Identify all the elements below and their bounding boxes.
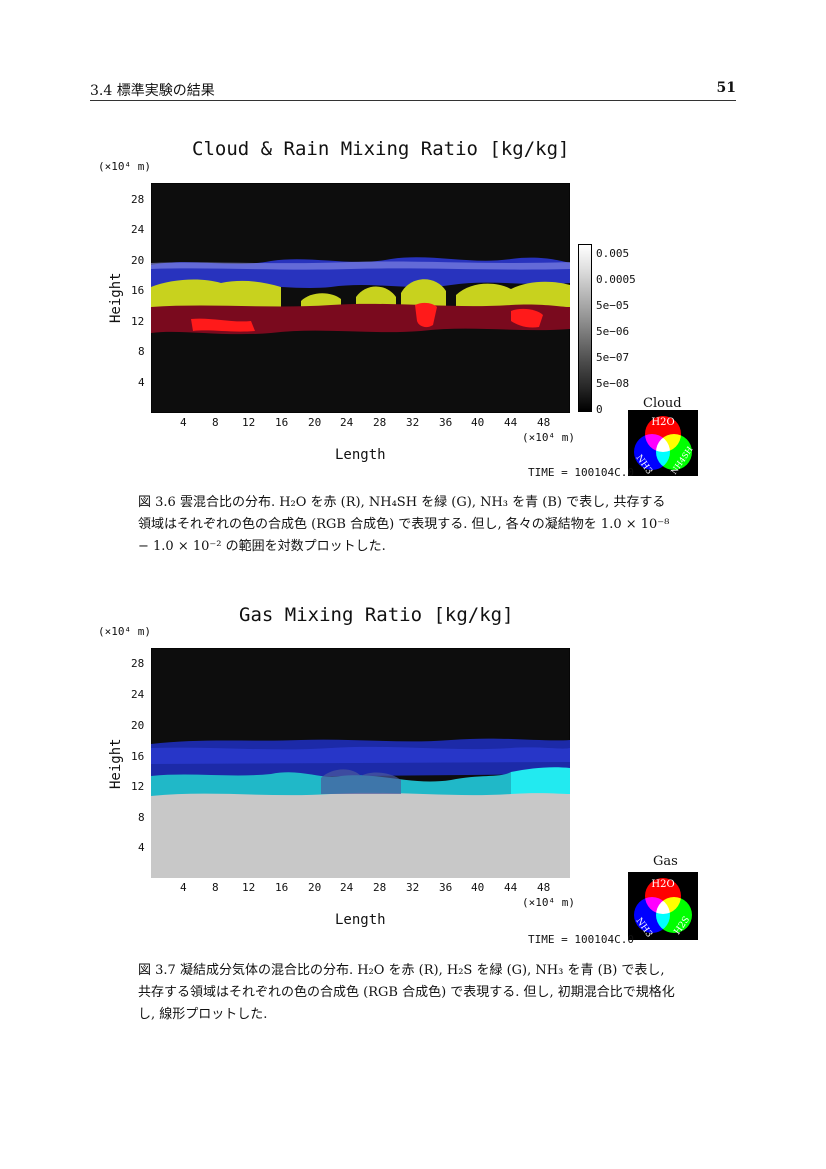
colorbar-label: 5e−06: [596, 325, 630, 338]
x-tick: 16: [275, 881, 289, 894]
x-tick: 4: [180, 881, 187, 894]
y-tick: 28: [131, 193, 145, 206]
x-tick: 48: [537, 881, 551, 894]
legend-label-h2o: H2O: [651, 879, 674, 890]
x-tick: 36: [439, 416, 453, 429]
x-tick: 48: [537, 416, 551, 429]
y-tick: 24: [131, 223, 145, 236]
rgb-venn-legend: H2O NH3 NH4SH: [628, 410, 698, 476]
legend-title: Gas: [653, 854, 678, 869]
colorbar-label: 5e−08: [596, 377, 630, 390]
x-tick: 8: [212, 416, 219, 429]
colorbar-label: 0.0005: [596, 273, 636, 286]
x-tick: 44: [504, 881, 518, 894]
page-number: 51: [716, 80, 736, 96]
x-tick: 16: [275, 416, 289, 429]
legend-label-h2o: H2O: [651, 417, 674, 428]
y-tick: 12: [131, 315, 145, 328]
x-tick: 4: [180, 416, 187, 429]
y-axis-label: Height: [108, 272, 124, 323]
figure-title: Cloud & Rain Mixing Ratio [kg/kg]: [192, 138, 570, 160]
x-tick: 24: [340, 881, 354, 894]
figure-title: Gas Mixing Ratio [kg/kg]: [239, 604, 514, 626]
page-header: 3.4 標準実験の結果 51: [90, 80, 736, 101]
y-axis-label: Height: [108, 738, 124, 789]
x-tick: 12: [242, 416, 256, 429]
colorbar-label: 0: [596, 403, 603, 416]
y-tick: 20: [131, 719, 145, 732]
cloud-plot: [151, 183, 570, 413]
figure-caption: 図 3.6 雲混合比の分布. H₂O を赤 (R), NH₄SH を緑 (G),…: [138, 495, 670, 554]
figure-caption: 図 3.7 凝結成分気体の混合比の分布. H₂O を赤 (R), H₂S を緑 …: [138, 963, 675, 1022]
y-tick: 16: [131, 750, 145, 763]
y-unit-label: (×10⁴ m): [98, 160, 151, 173]
x-tick: 28: [373, 881, 387, 894]
gas-plot: [151, 648, 570, 878]
x-tick: 20: [308, 881, 322, 894]
y-tick: 4: [138, 376, 145, 389]
x-tick: 44: [504, 416, 518, 429]
x-tick: 24: [340, 416, 354, 429]
time-label: TIME = 100104C.0: [528, 933, 634, 946]
colorbar-label: 0.005: [596, 247, 630, 260]
x-tick: 8: [212, 881, 219, 894]
y-tick: 8: [138, 811, 145, 824]
x-tick: 40: [471, 416, 485, 429]
x-tick: 32: [406, 881, 420, 894]
x-tick: 32: [406, 416, 420, 429]
colorbar-label: 5e−05: [596, 299, 630, 312]
x-tick: 40: [471, 881, 485, 894]
x-unit-label: (×10⁴ m): [522, 431, 575, 444]
x-axis-label: Length: [335, 912, 386, 928]
x-axis-label: Length: [335, 447, 386, 463]
x-unit-label: (×10⁴ m): [522, 896, 575, 909]
y-tick: 28: [131, 657, 145, 670]
colorbar-label: 5e−07: [596, 351, 630, 364]
legend-title: Cloud: [643, 396, 682, 411]
y-tick: 8: [138, 345, 145, 358]
x-tick: 12: [242, 881, 256, 894]
y-tick: 16: [131, 284, 145, 297]
x-tick: 28: [373, 416, 387, 429]
rgb-venn-legend: H2O NH3 H2S: [628, 872, 698, 940]
y-tick: 24: [131, 688, 145, 701]
section-title: 3.4 標準実験の結果: [90, 83, 215, 99]
x-tick: 36: [439, 881, 453, 894]
y-unit-label: (×10⁴ m): [98, 625, 151, 638]
time-label: TIME = 100104C.0: [528, 466, 634, 479]
colorbar-scale: [578, 244, 592, 412]
y-tick: 4: [138, 841, 145, 854]
y-tick: 20: [131, 254, 145, 267]
x-tick: 20: [308, 416, 322, 429]
y-tick: 12: [131, 780, 145, 793]
